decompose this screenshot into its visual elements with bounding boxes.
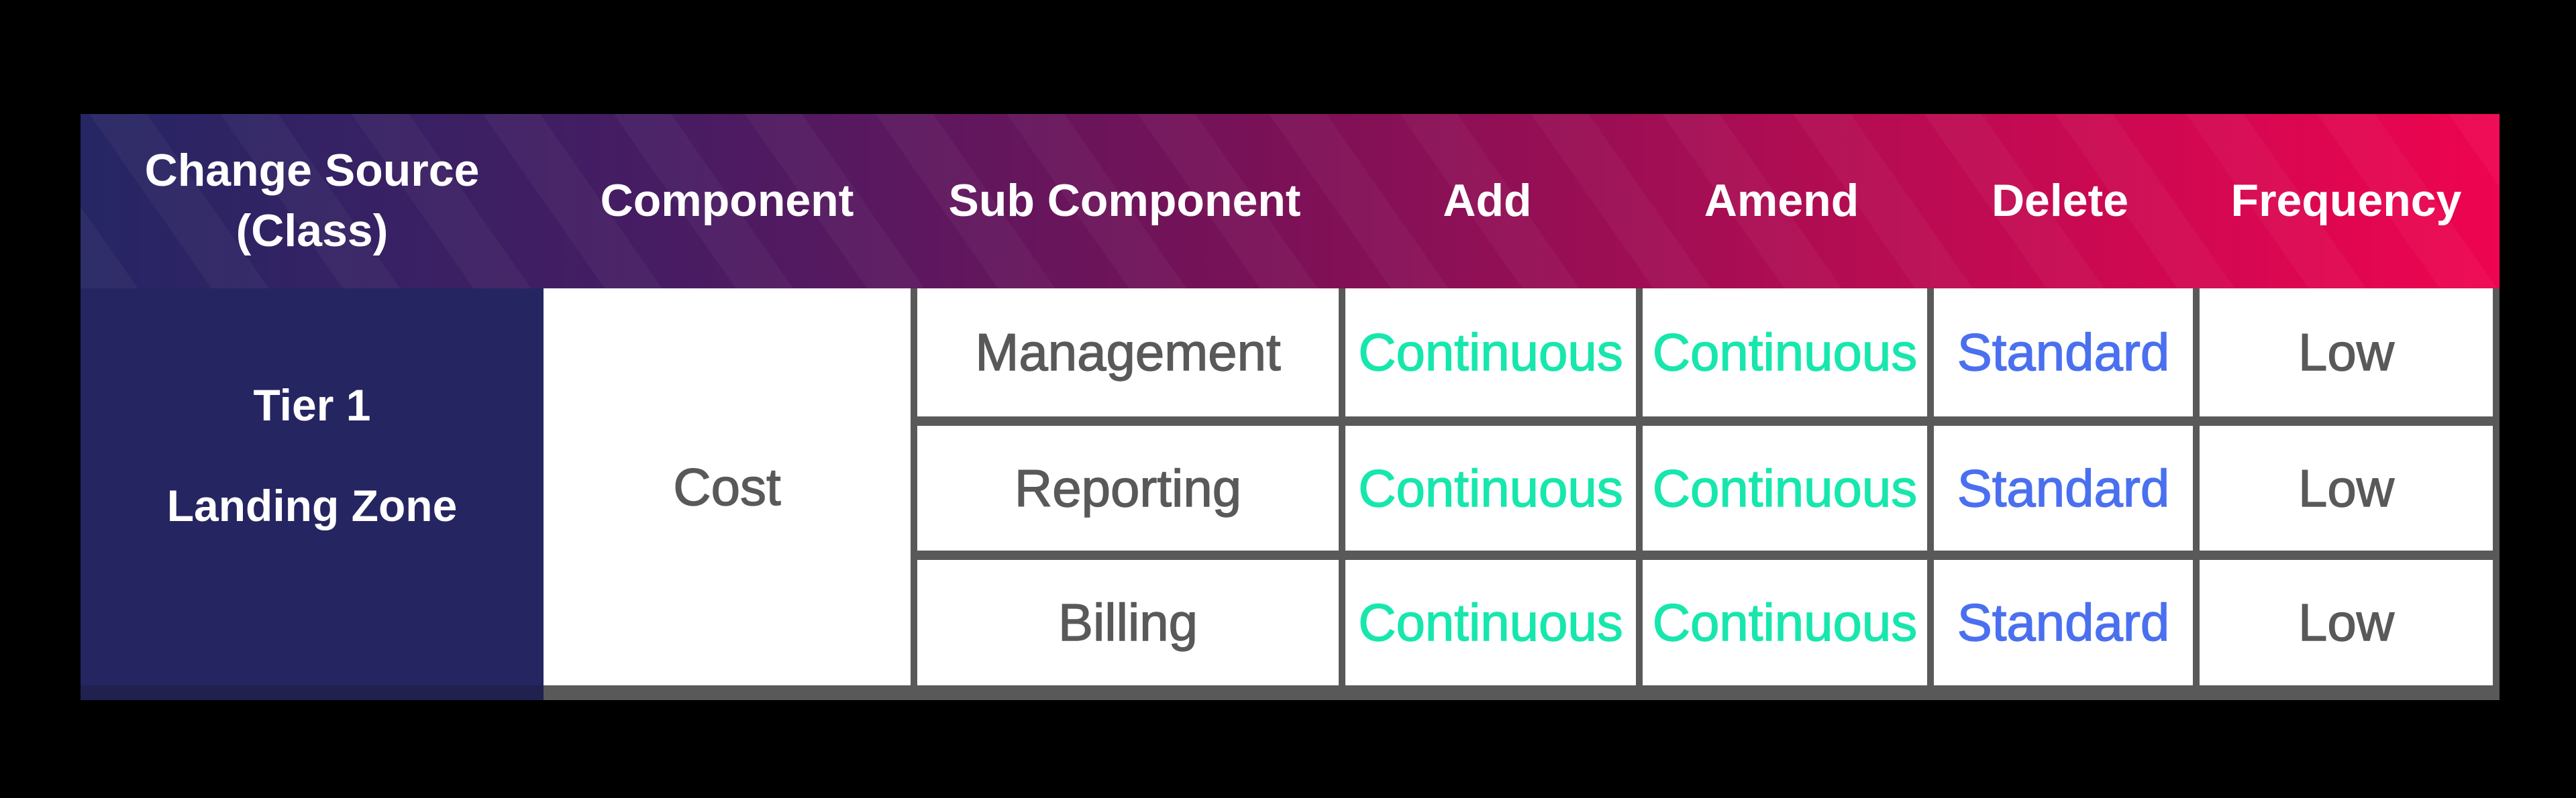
add-value-cell: Continuous — [1339, 560, 1636, 700]
landing-zone-label: Landing Zone — [166, 480, 458, 530]
column-header-component: Component — [600, 175, 854, 227]
delete-value-cell: Standard — [1927, 560, 2193, 700]
column-header-frequency: Frequency — [2230, 175, 2462, 227]
add-value-cell: Continuous — [1339, 288, 1636, 426]
frequency-value-cell: Low — [2193, 426, 2500, 560]
tier-label: Tier 1 — [253, 380, 371, 430]
component-cost-cell: Cost — [544, 288, 911, 700]
column-header-amend: Amend — [1704, 175, 1859, 227]
change-control-matrix-table: Change Source (Class) Component Sub Comp… — [81, 114, 2500, 700]
column-header-change-source-line2: (Class) — [236, 205, 389, 256]
column-header-add: Add — [1443, 175, 1532, 227]
column-header-change-source-line1: Change Source — [144, 145, 480, 196]
delete-value-cell: Standard — [1927, 426, 2193, 560]
column-header-sub-component: Sub Component — [948, 175, 1301, 227]
add-value-cell: Continuous — [1339, 426, 1636, 560]
amend-value-cell: Continuous — [1636, 560, 1927, 700]
header-gradient-bar — [81, 114, 2500, 288]
row-group-tier-landing-zone-cell: Tier 1 Landing Zone — [81, 288, 544, 700]
column-header-change-source: Change Source (Class) — [81, 114, 544, 288]
frequency-value-cell: Low — [2193, 288, 2500, 426]
amend-value-cell: Continuous — [1636, 426, 1927, 560]
sub-component-cell: Reporting — [911, 426, 1339, 560]
column-header-delete: Delete — [1991, 175, 2129, 227]
frequency-value-cell: Low — [2193, 560, 2500, 700]
sub-component-cell: Management — [911, 288, 1339, 426]
delete-value-cell: Standard — [1927, 288, 2193, 426]
sub-component-cell: Billing — [911, 560, 1339, 700]
amend-value-cell: Continuous — [1636, 288, 1927, 426]
